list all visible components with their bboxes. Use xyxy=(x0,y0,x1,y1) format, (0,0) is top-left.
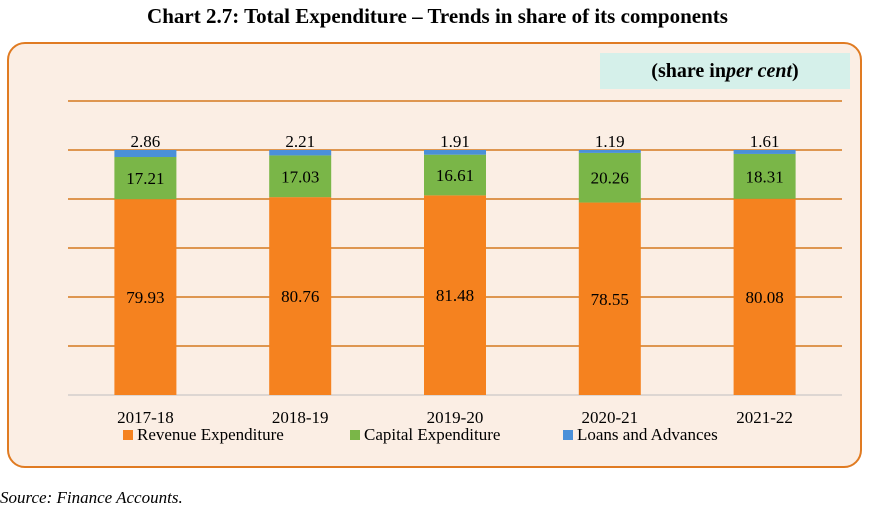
x-tick-label: 2018-19 xyxy=(272,408,329,427)
source-note: Source: Finance Accounts. xyxy=(0,488,183,507)
x-tick-label: 2021-22 xyxy=(736,408,793,427)
bar-segment xyxy=(424,195,486,395)
bar-segment xyxy=(578,150,641,153)
bar-segment xyxy=(114,199,177,395)
bar-segment xyxy=(424,154,486,196)
chart-title: Chart 2.7: Total Expenditure – Trends in… xyxy=(147,4,728,28)
bar-segment xyxy=(578,152,641,203)
bar-segment xyxy=(733,198,796,395)
bar-segment xyxy=(424,150,486,155)
unit-note-italic: per cent xyxy=(725,59,793,82)
legend-swatch xyxy=(563,430,573,440)
data-label: 79.93 xyxy=(126,288,164,307)
data-label: 2.21 xyxy=(285,132,315,151)
unit-note-close: ) xyxy=(792,59,799,82)
unit-note: (share in per cent ) xyxy=(600,53,850,89)
legend-swatch xyxy=(123,430,133,440)
bar-segment xyxy=(269,155,332,198)
data-label: 20.26 xyxy=(591,169,629,188)
data-label: 17.21 xyxy=(126,169,164,188)
legend-label: Revenue Expenditure xyxy=(137,425,284,444)
bar-segment xyxy=(578,202,641,395)
bar-segment xyxy=(114,150,177,158)
data-label: 2.86 xyxy=(131,132,161,151)
x-tick-label: 2017-18 xyxy=(117,408,174,427)
unit-note-open: (share in xyxy=(651,59,726,82)
data-label: 1.19 xyxy=(595,132,625,151)
legend-swatch xyxy=(350,430,360,440)
data-label: 78.55 xyxy=(591,290,629,309)
legend-label: Capital Expenditure xyxy=(364,425,500,444)
legend-label: Loans and Advances xyxy=(577,425,718,444)
data-label: 80.76 xyxy=(281,287,319,306)
x-tick-label: 2019-20 xyxy=(427,408,484,427)
data-label: 18.31 xyxy=(745,167,783,186)
x-tick-label: 2020-21 xyxy=(581,408,638,427)
data-label: 1.91 xyxy=(440,132,470,151)
bar-segment xyxy=(733,150,796,154)
bar-segment xyxy=(114,157,177,200)
data-label: 16.61 xyxy=(436,166,474,185)
data-label: 17.03 xyxy=(281,167,319,186)
data-label: 81.48 xyxy=(436,286,474,305)
data-label: 80.08 xyxy=(745,288,783,307)
bar-segment xyxy=(269,150,332,156)
bar-segment xyxy=(733,153,796,199)
bar-segment xyxy=(269,197,332,395)
data-label: 1.61 xyxy=(750,132,780,151)
